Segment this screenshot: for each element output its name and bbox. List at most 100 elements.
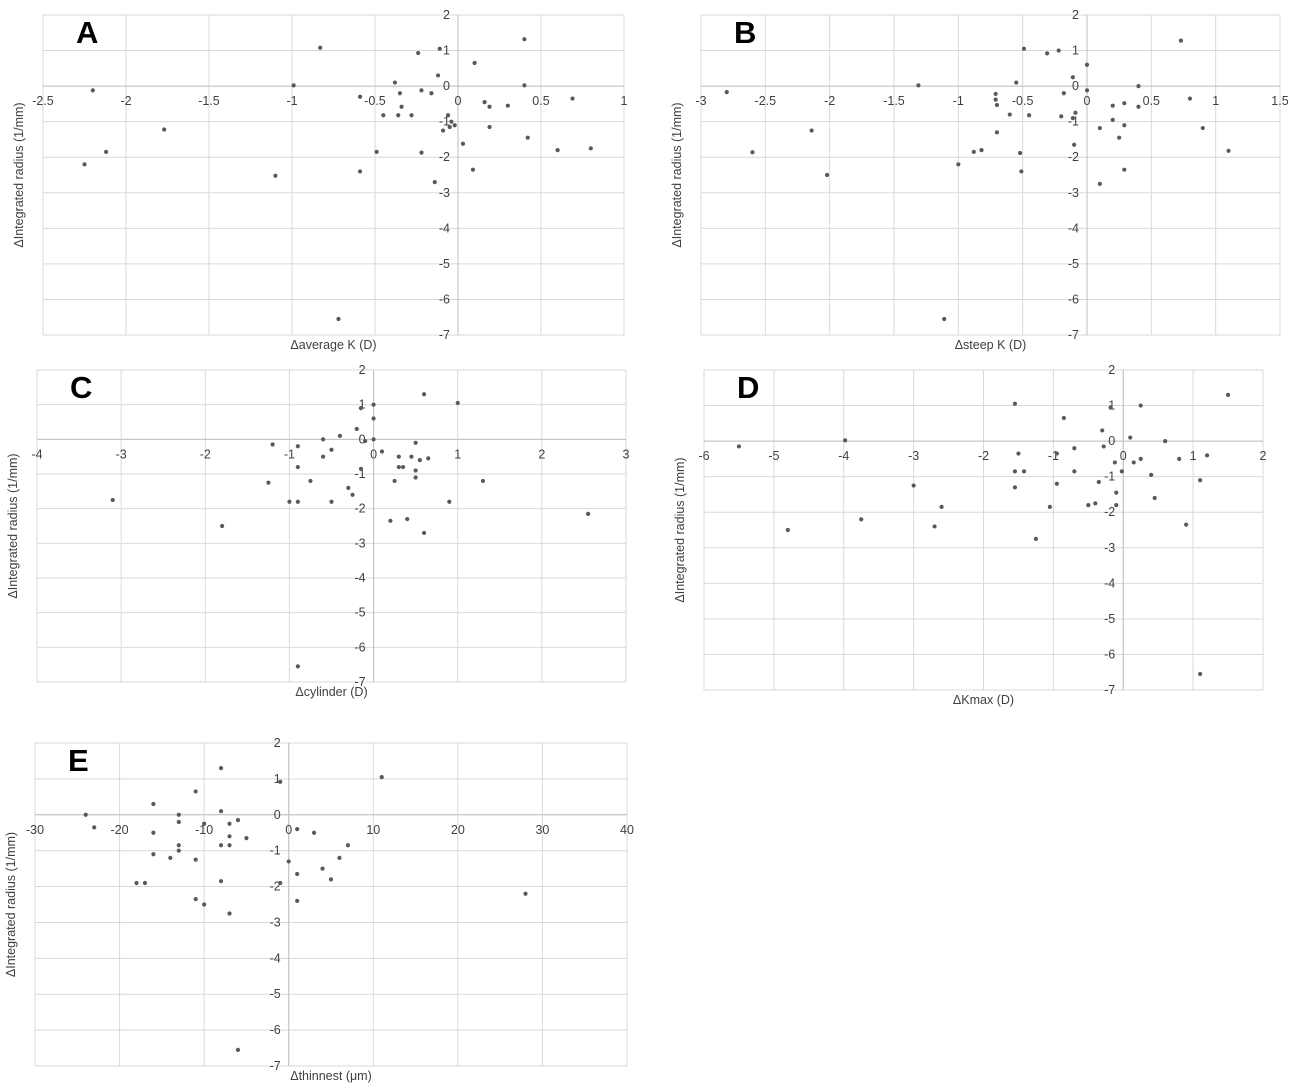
panel-D-y-tick-label: -4 [1104,576,1115,590]
panel-B-x-tick-label: -3 [695,94,706,108]
panel-E-data-point [83,812,88,817]
panel-D-data-point [1016,451,1021,456]
panel-A-data-point [357,94,363,99]
panel-D-data-point [939,504,944,509]
panel-C-y-axis-label: ΔIntegrated radius (1/mm) [6,453,20,598]
panel-A-data-point [440,128,446,133]
panel-C-data-point [329,499,334,504]
panel-D-data-point [1072,446,1077,451]
panel-B-data-point [1122,101,1127,106]
panel-B-data-point [994,102,1000,108]
panel-B-data-point [724,90,729,95]
panel-B-data-point [1019,169,1024,174]
panel-C-data-point [350,492,355,497]
panel-B-x-tick-label: -1 [953,94,964,108]
panel-E-x-tick-label: 20 [451,823,465,837]
panel-E-data-point [235,818,241,823]
panel-C-y-tick-label: -7 [354,675,365,689]
panel-B-data-point [1014,80,1019,85]
panel-A-data-point [399,104,404,109]
panel-A-data-point [419,150,424,155]
panel-B: -3 -2.5 -2 -1.5 -1 -0.5 0 0.5 1 1.5 -7 -6 -5 -4 -3 -2 -1… [670,8,1289,352]
panel-C-data-point [396,454,401,459]
panel-A-data-point [505,103,510,108]
panel-D-data-point [843,438,848,443]
panel-E-y-tick-label: -5 [270,987,281,1001]
panel-E-data-point [202,821,207,826]
panel-E-x-tick-label: 10 [366,823,380,837]
panel-C-axes [37,370,626,682]
panel-E-data-point [92,825,97,830]
panel-E-data-point [295,827,300,832]
panel-B-data-point [1070,75,1075,80]
panel-B-data-point [809,128,814,133]
panel-B-data-point [916,83,921,88]
panel-E-x-tick-label: -10 [195,823,213,837]
panel-B-y-tick-label: -5 [1068,257,1079,271]
panel-C-data-point [295,444,300,449]
panel-B-data-point [1059,114,1064,119]
panel-A-data-point [318,45,323,50]
panel-E-x-tick-label: 0 [285,823,292,837]
panel-E-x-axis-label: Δthinnest (μm) [290,1069,372,1083]
panel-A-x-tick-label: -2 [120,94,131,108]
panel-C-x-tick-label: -1 [284,447,295,461]
panel-D-data-point [1101,444,1106,449]
panel-B-y-tick-label: -6 [1068,292,1079,306]
panel-letter-A: A [76,15,98,50]
panel-B-points [724,38,1231,322]
panel-D-x-tick-label: 0 [1120,449,1127,463]
panel-C-data-point [392,478,397,484]
panel-D-data-point [1061,415,1066,421]
panel-D-x-tick-label: -6 [698,449,709,463]
panel-A-data-point [103,149,109,154]
panel-A-axes [43,15,624,335]
panel-B-y-axis-label: ΔIntegrated radius (1/mm) [670,102,684,247]
panel-C-data-point [220,523,225,529]
panel-C-data-point [337,433,343,438]
panel-E-data-point [142,880,148,886]
panel-B-data-point [1017,150,1023,156]
panel-A-data-point [482,100,487,105]
panel-D-y-tick-label: -7 [1104,683,1115,697]
panel-C-data-point [405,516,410,522]
panel-D-y-tick-label: 2 [1108,363,1115,377]
panel-D-data-point [736,444,742,449]
panel-C-x-tick-label: -2 [200,447,211,461]
panel-B-data-point [1007,112,1012,117]
panel-B-y-tick-label: 0 [1072,79,1079,93]
panel-A-data-point [374,149,379,154]
panel-B-data-point [824,172,830,178]
panel-A-y-tick-label: -6 [439,292,450,306]
panel-B-data-point [1117,135,1122,140]
panel-B-x-tick-label: -1.5 [883,94,905,108]
panel-A-data-point [429,91,434,96]
panel-C-x-tick-label: -3 [116,447,127,461]
panel-B-y-tick-label: -3 [1068,186,1079,200]
panel-A-y-tick-label: -5 [439,257,450,271]
panel-D-points [736,392,1231,677]
panel-C-data-point [371,402,376,407]
panel-E-data-point [235,1047,241,1052]
panel-A-data-point [449,119,454,124]
panel-D-y-axis-label: ΔIntegrated radius (1/mm) [673,457,687,602]
panel-D-data-point [1198,478,1203,483]
panel-B-x-tick-label: -2 [824,94,835,108]
panel-B-data-point [1097,181,1102,186]
panel-D-data-point [1138,456,1143,461]
panel-D-data-point [1114,503,1119,508]
panel-A-x-tick-label: 0 [455,94,462,108]
panel-letter-D: D [737,370,759,405]
panel-D-data-point [1047,504,1052,509]
panel-B-data-point [993,91,998,97]
panel-E-data-point [151,830,156,835]
panel-A-data-point [452,123,457,128]
panel-E-data-point [193,789,198,794]
panel-C-data-point [421,392,427,397]
panel-A-data-point [522,83,527,88]
panel-C-data-point [417,458,422,463]
panel-C-data-point [413,468,418,473]
panel-A-data-point [291,83,296,88]
